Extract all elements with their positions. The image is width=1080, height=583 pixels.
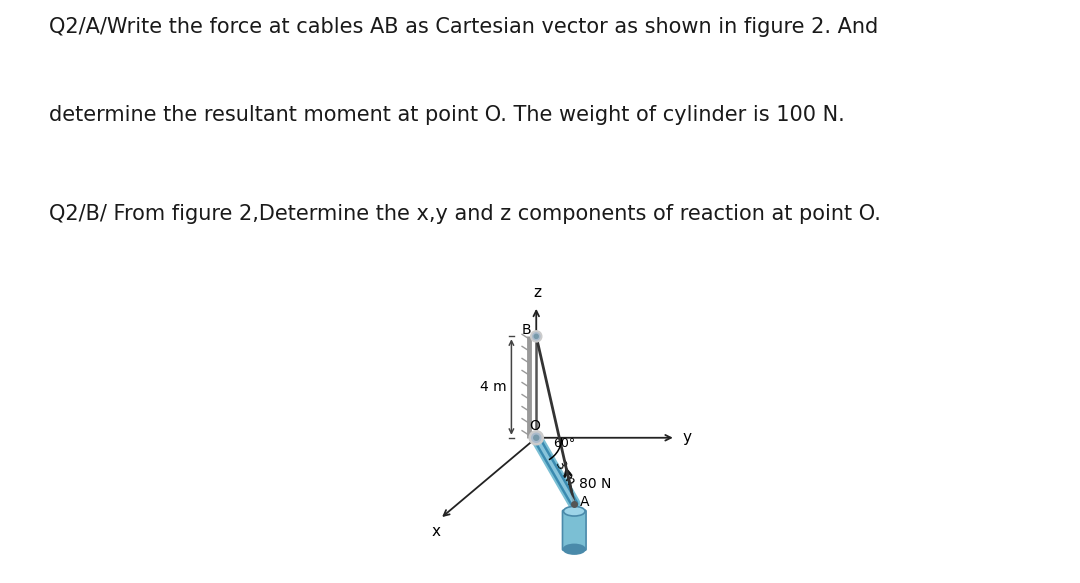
- Circle shape: [530, 331, 542, 342]
- Text: 4 m: 4 m: [481, 380, 507, 394]
- Text: z: z: [534, 285, 541, 300]
- Circle shape: [535, 334, 538, 338]
- Text: Q2/A/Write the force at cables AB as Cartesian vector as shown in figure 2. And: Q2/A/Write the force at cables AB as Car…: [49, 17, 878, 37]
- Text: x: x: [432, 524, 441, 539]
- Text: 60°: 60°: [553, 437, 575, 451]
- Text: Q2/B/ From figure 2,Determine the x,y and z components of reaction at point O.: Q2/B/ From figure 2,Determine the x,y an…: [49, 204, 880, 224]
- Text: B: B: [522, 323, 531, 337]
- Circle shape: [532, 333, 540, 340]
- Ellipse shape: [564, 507, 585, 516]
- Text: determine the resultant moment at point O. The weight of cylinder is 100 N.: determine the resultant moment at point …: [49, 105, 845, 125]
- Text: 80 N: 80 N: [579, 477, 611, 491]
- Text: y: y: [681, 430, 691, 445]
- Text: A: A: [580, 494, 590, 508]
- Circle shape: [529, 431, 543, 445]
- Ellipse shape: [564, 545, 585, 554]
- Circle shape: [534, 436, 539, 440]
- Circle shape: [531, 433, 541, 442]
- FancyBboxPatch shape: [563, 510, 586, 550]
- Text: O: O: [529, 419, 540, 433]
- Text: 3 m: 3 m: [553, 458, 578, 487]
